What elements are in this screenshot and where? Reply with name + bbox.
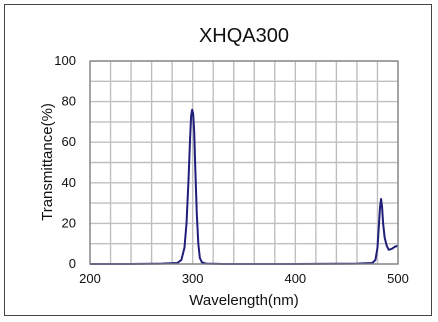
x-tick-label: 300	[182, 271, 204, 286]
x-axis-label: Wavelength(nm)	[189, 292, 298, 309]
y-tick-label: 0	[69, 256, 76, 271]
y-tick-label: 60	[62, 134, 76, 149]
x-tick-label: 200	[79, 271, 101, 286]
y-tick-label: 20	[62, 215, 76, 230]
x-tick-label: 400	[284, 271, 306, 286]
series-line	[90, 108, 399, 265]
y-axis-label: Transmittance(%)	[39, 103, 56, 221]
y-tick-label: 100	[54, 53, 76, 68]
y-tick-label: 80	[62, 94, 76, 109]
chart-title: XHQA300	[199, 25, 289, 47]
y-tick-label: 40	[62, 175, 76, 190]
x-tick-label: 500	[387, 271, 409, 286]
plot-area-border	[89, 60, 399, 265]
